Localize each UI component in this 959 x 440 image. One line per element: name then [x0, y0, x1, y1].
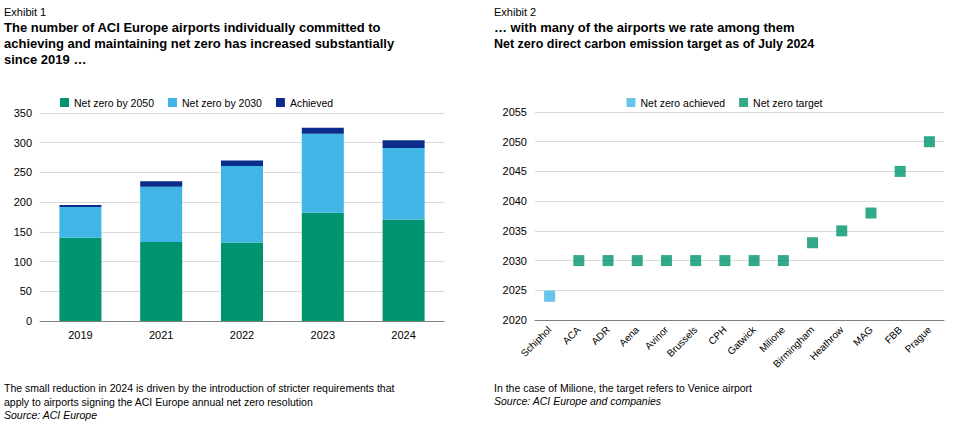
svg-text:100: 100 — [14, 256, 32, 268]
svg-text:2050: 2050 — [503, 136, 527, 148]
svg-text:250: 250 — [14, 166, 32, 178]
html-text:Exhibit 2: Exhibit 2 — [494, 6, 537, 18]
html-text:Exhibit 1: Exhibit 1 — [4, 6, 47, 18]
html-text:Source: ACI Europe and compani: Source: ACI Europe and companies — [494, 395, 662, 407]
html-text:The small reduction in 2024 is: The small reduction in 2024 is driven by… — [4, 382, 395, 408]
svg-text:2023: 2023 — [311, 329, 335, 341]
html-text:Net zero direct carbon emissio: Net zero direct carbon emission target a… — [494, 37, 815, 51]
svg-text:50: 50 — [20, 285, 32, 297]
svg-text:Gatwick: Gatwick — [725, 324, 758, 357]
svg-text:200: 200 — [14, 196, 32, 208]
svg-text:FBB: FBB — [883, 324, 905, 346]
svg-text:2035: 2035 — [503, 225, 527, 237]
svg-text:2021: 2021 — [149, 329, 173, 341]
svg-text:Heathrow: Heathrow — [808, 324, 847, 363]
svg-text:Milione: Milione — [757, 324, 788, 355]
svg-text:Birmingham: Birmingham — [771, 324, 816, 369]
svg-text:350: 350 — [14, 107, 32, 119]
svg-text:Schiphol: Schiphol — [519, 324, 554, 359]
svg-text:2024: 2024 — [391, 329, 415, 341]
svg-text:Net zero by 2030: Net zero by 2030 — [182, 97, 262, 109]
svg-text:Net zero target: Net zero target — [753, 97, 823, 109]
svg-text:Net zero by 2050: Net zero by 2050 — [74, 97, 154, 109]
html-text:In the case of Milione, the ta: In the case of Milione, the target refer… — [494, 382, 752, 394]
svg-text:MAG: MAG — [851, 324, 875, 348]
svg-text:ADR: ADR — [589, 324, 612, 347]
html-text:Source: ACI Europe: Source: ACI Europe — [4, 409, 97, 421]
svg-text:2022: 2022 — [230, 329, 254, 341]
svg-text:Net zero achieved: Net zero achieved — [640, 97, 725, 109]
svg-text:300: 300 — [14, 137, 32, 149]
svg-text:Aena: Aena — [617, 324, 642, 349]
svg-text:Achieved: Achieved — [290, 97, 333, 109]
html-text:The number of ACI Europe airpo: The number of ACI Europe airports indivi… — [4, 20, 395, 67]
svg-text:2040: 2040 — [503, 195, 527, 207]
svg-text:0: 0 — [26, 315, 32, 327]
svg-text:2019: 2019 — [68, 329, 92, 341]
svg-text:Avinor: Avinor — [643, 324, 671, 352]
svg-text:150: 150 — [14, 226, 32, 238]
svg-text:Prague: Prague — [903, 324, 934, 355]
svg-text:CPH: CPH — [706, 324, 729, 347]
svg-text:2025: 2025 — [503, 284, 527, 296]
svg-text:2030: 2030 — [503, 255, 527, 267]
svg-text:2055: 2055 — [503, 106, 527, 118]
svg-text:2045: 2045 — [503, 165, 527, 177]
svg-text:Brussels: Brussels — [665, 324, 700, 359]
html-text:… with many of the airports we: … with many of the airports we rate amon… — [494, 20, 795, 35]
svg-text:ACA: ACA — [560, 324, 583, 347]
svg-text:2020: 2020 — [503, 314, 527, 326]
